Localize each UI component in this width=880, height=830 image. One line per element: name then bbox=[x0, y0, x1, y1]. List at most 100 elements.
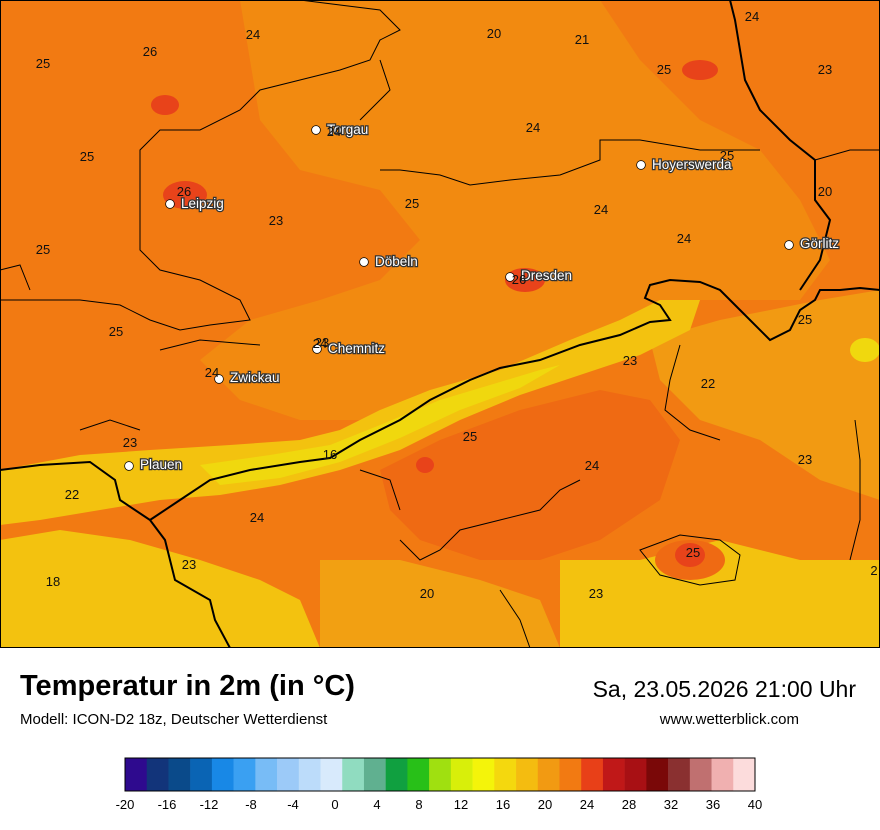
temp-zone-ridge-core bbox=[200, 365, 560, 485]
temp-label: 24 bbox=[250, 510, 264, 525]
city-zwickau: Zwickau bbox=[214, 369, 281, 386]
legend-swatch bbox=[190, 758, 213, 791]
city-plauen: Plauen bbox=[124, 456, 183, 473]
website-link[interactable]: www.wetterblick.com bbox=[659, 711, 799, 728]
map-title: Temperatur in 2m (in °C) bbox=[20, 670, 355, 702]
legend-swatch bbox=[363, 758, 386, 791]
legend-swatch bbox=[320, 758, 343, 791]
temp-label: 23 bbox=[818, 62, 832, 77]
legend-frame bbox=[124, 757, 756, 792]
city-temp-dresden: 26 bbox=[512, 272, 526, 287]
temp-label: 23 bbox=[182, 557, 196, 572]
legend-tick-label: 24 bbox=[580, 797, 594, 812]
legend-tick-label: 12 bbox=[454, 797, 468, 812]
temp-label: 23 bbox=[589, 586, 603, 601]
temp-label: 22 bbox=[701, 376, 715, 391]
city-label: Torgau bbox=[327, 122, 368, 137]
legend-tick-label: 16 bbox=[496, 797, 510, 812]
temp-label: 24 bbox=[246, 27, 260, 42]
model-info: Modell: ICON-D2 18z, Deutscher Wetterdie… bbox=[20, 711, 328, 728]
legend-swatch bbox=[624, 758, 647, 791]
legend-swatch bbox=[298, 758, 321, 791]
legend-swatch bbox=[342, 758, 365, 791]
city-label: Zwickau bbox=[230, 370, 280, 385]
legend-swatch bbox=[668, 758, 691, 791]
temp-label: 24 bbox=[526, 120, 540, 135]
city-markers: Torgau Leipzig Hoyerswerda Döbeln Dresde… bbox=[124, 121, 841, 473]
temp-label: 2 bbox=[870, 563, 877, 578]
temp-label: 24 bbox=[594, 202, 608, 217]
temp-label: 25 bbox=[80, 149, 94, 164]
temp-zone-ridge bbox=[0, 300, 700, 525]
legend-tick-label: -8 bbox=[245, 797, 257, 812]
color-legend: -20 -16 -12 -8 -4 0 4 8 12 16 20 24 28 32 36 40 bbox=[116, 757, 762, 812]
temp-label: 16 bbox=[323, 447, 337, 462]
temp-label: 20 bbox=[818, 184, 832, 199]
legend-swatch bbox=[581, 758, 604, 791]
temp-label: 25 bbox=[405, 196, 419, 211]
country-border bbox=[0, 0, 880, 648]
city-label: Plauen bbox=[140, 457, 182, 472]
legend-swatch bbox=[407, 758, 430, 791]
temp-label: 25 bbox=[36, 56, 50, 71]
city-label: Dresden bbox=[521, 268, 572, 283]
legend-swatch bbox=[494, 758, 517, 791]
temp-zone-24-north bbox=[200, 0, 830, 420]
legend-tick-label: -4 bbox=[287, 797, 299, 812]
city-torgau: Torgau bbox=[311, 121, 370, 138]
city-temp-chemnitz: 24 bbox=[313, 336, 327, 351]
temp-label: 20 bbox=[420, 586, 434, 601]
temp-label: 26 bbox=[177, 184, 191, 199]
legend-swatch bbox=[429, 758, 452, 791]
city-leipzig: Leipzig bbox=[165, 195, 225, 212]
city-hoyerswerda: Hoyerswerda bbox=[636, 156, 733, 173]
legend-tick-label: 20 bbox=[538, 797, 552, 812]
temperature-map: 24 20 21 24 25 26 25 23 25 24 25 26 25 2… bbox=[0, 0, 880, 648]
temp-zone-20-southwest bbox=[0, 530, 320, 648]
city-label: Chemnitz bbox=[328, 341, 385, 356]
legend-tick-label: 28 bbox=[622, 797, 636, 812]
legend-swatch bbox=[472, 758, 495, 791]
legend-swatch bbox=[125, 758, 148, 791]
forecast-datetime: Sa, 23.05.2026 21:00 Uhr bbox=[592, 676, 856, 702]
temp-zone-20-south bbox=[320, 560, 560, 648]
legend-tick-label: 4 bbox=[373, 797, 380, 812]
city-label: Leipzig bbox=[181, 196, 224, 211]
legend-swatch bbox=[537, 758, 560, 791]
city-label: Döbeln bbox=[375, 254, 418, 269]
temp-label: 23 bbox=[269, 213, 283, 228]
city-doebeln: Döbeln bbox=[359, 253, 419, 270]
legend-swatch bbox=[450, 758, 473, 791]
region-borders bbox=[0, 0, 880, 648]
temp-label: 25 bbox=[36, 242, 50, 257]
legend-tick-label: 40 bbox=[748, 797, 762, 812]
hotspot-dresden bbox=[505, 268, 545, 292]
legend-tick-label: 36 bbox=[706, 797, 720, 812]
legend-swatch bbox=[689, 758, 712, 791]
hotspot-south bbox=[416, 457, 434, 473]
temp-zone-24-south bbox=[380, 390, 680, 560]
temp-label: 26 bbox=[143, 44, 157, 59]
temp-label: 25 bbox=[720, 148, 734, 163]
hotspot-southeast-core bbox=[675, 543, 705, 567]
legend-swatch bbox=[711, 758, 734, 791]
legend-swatch bbox=[255, 758, 278, 791]
legend-swatch bbox=[146, 758, 169, 791]
temp-label: 23 bbox=[123, 435, 137, 450]
temp-label: 22 bbox=[65, 487, 79, 502]
legend-tick-label: -16 bbox=[158, 797, 177, 812]
legend-swatch bbox=[559, 758, 582, 791]
temp-zone-20-southeast bbox=[560, 540, 880, 648]
temp-label: 25 bbox=[686, 545, 700, 560]
legend-tick-label: 8 bbox=[415, 797, 422, 812]
city-chemnitz: Chemnitz bbox=[312, 340, 387, 357]
legend-swatch bbox=[211, 758, 234, 791]
temp-label: 25 bbox=[463, 429, 477, 444]
legend-swatch bbox=[277, 758, 300, 791]
temp-zone-22-southeast bbox=[650, 290, 880, 500]
temp-label: 25 bbox=[657, 62, 671, 77]
legend-swatch bbox=[168, 758, 191, 791]
city-label: Görlitz bbox=[800, 236, 839, 251]
city-goerlitz: Görlitz bbox=[784, 235, 841, 252]
legend-swatch bbox=[516, 758, 539, 791]
